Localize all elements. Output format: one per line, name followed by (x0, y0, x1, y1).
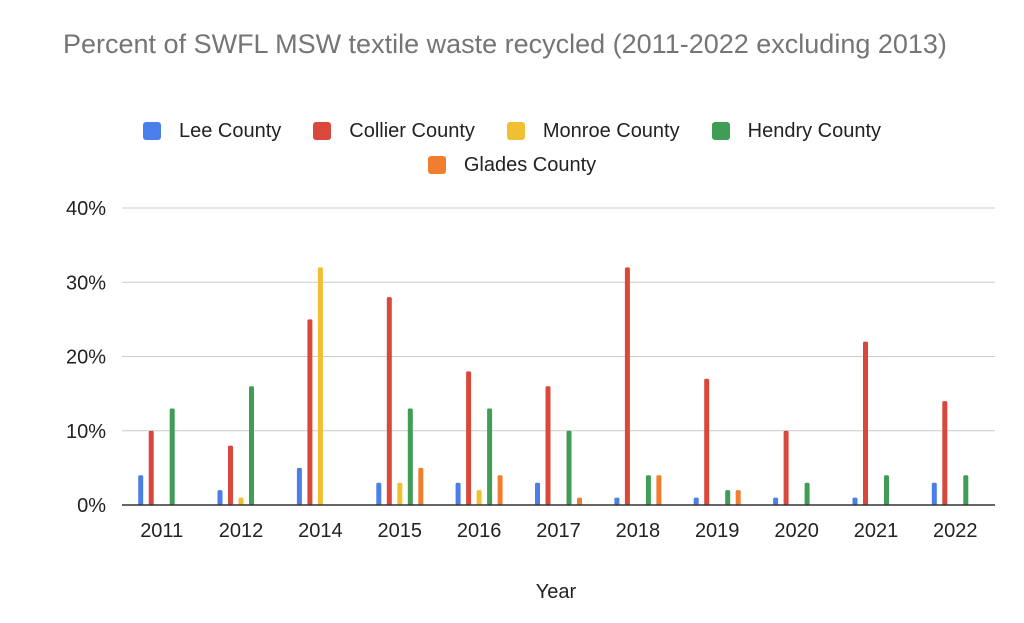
bar (693, 497, 699, 505)
legend-swatch-glades (427, 156, 446, 174)
bar (624, 267, 630, 505)
bar (931, 482, 937, 505)
y-axis-ticks: 0% 10% 20% 30% 40% (66, 198, 106, 517)
bar (614, 497, 620, 505)
y-tick-label: 20% (66, 347, 106, 369)
bar (249, 386, 254, 505)
bar (656, 475, 662, 505)
bar (487, 408, 493, 505)
bar (773, 497, 779, 505)
x-tick-label: 2020 (774, 520, 819, 542)
bar (545, 386, 551, 505)
bar (863, 341, 868, 505)
y-tick-label: 10% (66, 421, 106, 443)
x-axis-ticks: 2011 2012 2014 2015 2016 2017 2018 2019 2020 2021… (140, 520, 977, 542)
bar (418, 467, 424, 505)
bar (884, 475, 889, 505)
bar (577, 497, 582, 505)
x-tick-label: 2021 (854, 520, 899, 542)
bar (397, 482, 403, 505)
bar (852, 497, 858, 505)
legend-item-collier: Collier County (313, 120, 475, 143)
bar (217, 490, 223, 505)
bar (138, 475, 144, 505)
legend-item-hendry: Hendry County (711, 119, 882, 143)
x-tick-label: 2011 (140, 520, 183, 542)
bar (296, 467, 302, 505)
legend-swatch-hendry (711, 122, 730, 140)
legend-item-monroe: Monroe County (506, 119, 680, 143)
y-tick-label: 0% (77, 495, 106, 517)
bar (376, 482, 382, 505)
bar (238, 497, 244, 505)
bars (138, 267, 969, 506)
bar (725, 490, 731, 505)
bar (148, 430, 154, 506)
legend-label-monroe: Monroe County (542, 119, 680, 142)
legend-swatch-collier (313, 122, 332, 140)
legend-label-hendry: Hendry County (747, 119, 882, 142)
bar (645, 475, 651, 505)
bar (386, 297, 392, 505)
bar (317, 267, 323, 505)
bar (704, 378, 710, 505)
bar (455, 482, 461, 505)
legend-swatch-lee (142, 122, 161, 140)
bar (566, 430, 572, 506)
legend-item-glades: Glades County (427, 153, 597, 177)
legend-swatch-monroe (506, 122, 525, 140)
legend-row-2: Glades County (0, 148, 1024, 182)
bar (307, 319, 313, 505)
y-tick-label: 30% (66, 272, 106, 294)
bar (476, 490, 482, 505)
x-tick-label: 2016 (457, 520, 502, 542)
bar (407, 408, 413, 505)
bar (942, 401, 948, 505)
bar (535, 482, 540, 505)
bar (804, 482, 810, 505)
bar (497, 475, 503, 505)
x-tick-label: 2022 (933, 520, 978, 542)
bar (228, 445, 233, 505)
bar (963, 475, 969, 505)
bar (735, 490, 741, 505)
x-tick-label: 2017 (536, 520, 581, 542)
x-tick-label: 2018 (616, 520, 661, 542)
x-tick-label: 2014 (298, 520, 343, 542)
y-tick-label: 40% (66, 198, 106, 220)
legend-item-lee: Lee County (142, 119, 282, 143)
legend-label-collier: Collier County (349, 119, 475, 142)
x-tick-label: 2012 (219, 520, 264, 542)
legend-label-glades: Glades County (463, 153, 597, 176)
x-axis-title: Year (536, 581, 577, 603)
bar (466, 371, 472, 505)
bar (783, 430, 789, 506)
x-tick-label: 2019 (695, 520, 740, 542)
legend: Lee County Collier County Monroe County … (0, 114, 1024, 182)
legend-row-1: Lee County Collier County Monroe County … (0, 114, 1024, 148)
legend-label-lee: Lee County (178, 119, 282, 142)
gridlines (122, 207, 995, 432)
x-tick-label: 2015 (378, 520, 423, 542)
chart-title: Percent of SWFL MSW textile waste recycl… (63, 29, 947, 59)
bar (169, 408, 175, 505)
